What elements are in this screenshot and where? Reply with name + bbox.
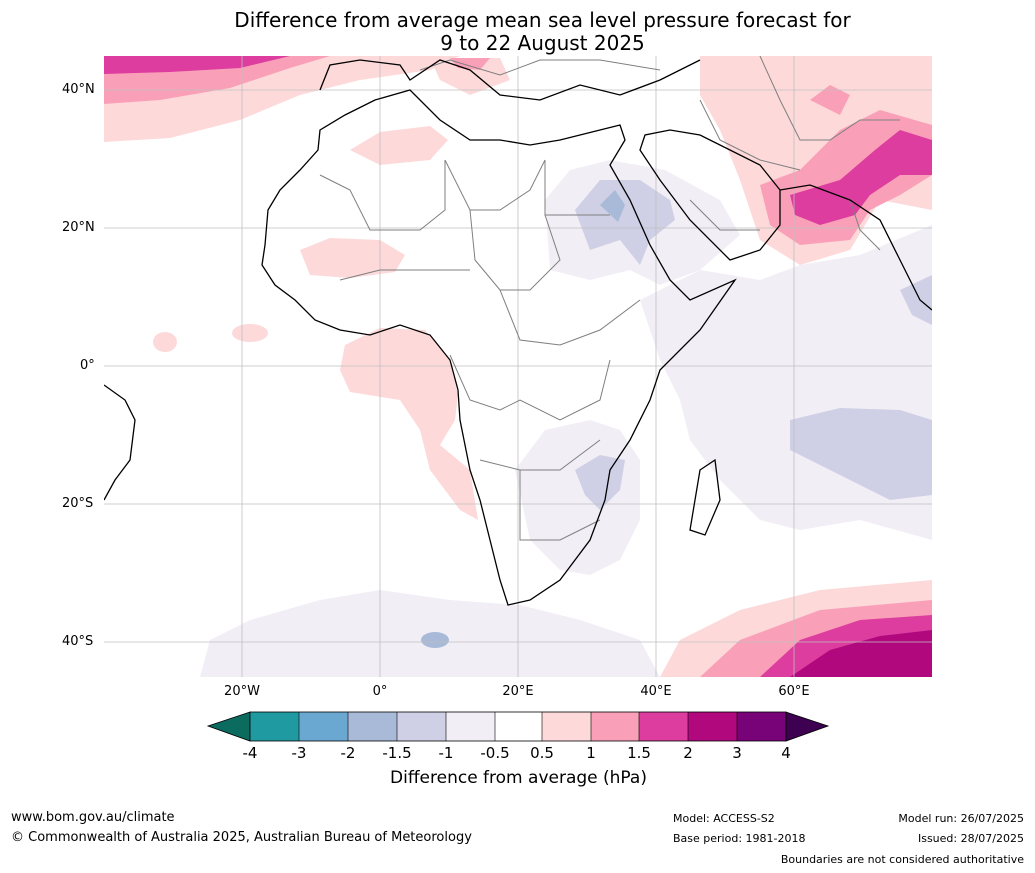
colorbar-high-extension (785, 711, 830, 742)
colorbar-separators (298, 712, 738, 741)
anomaly-atlantic-blob-2 (153, 332, 177, 352)
colorbar-bin-7 (542, 712, 591, 741)
lon-label-60e: 60°E (778, 684, 810, 699)
graticule (104, 56, 932, 677)
map-title: Difference from average mean sea level p… (0, 9, 1035, 55)
anomaly-mozambique (575, 455, 625, 510)
footer-copyright: © Commonwealth of Australia 2025, Austra… (11, 830, 472, 845)
colorbar-outline (249, 711, 787, 742)
colorbar-bin-4 (397, 712, 446, 741)
coastlines (104, 59, 932, 606)
colorbar-bin-6 (495, 712, 542, 741)
country-borders (319, 56, 900, 541)
colorbar-tick-label: -3 (291, 744, 307, 762)
title-line-2: 9 to 22 August 2025 (440, 31, 645, 55)
anomaly-caspian-patch (810, 85, 850, 115)
lat-label-20n: 20°N (62, 220, 95, 235)
coastline-south-asia (779, 184, 932, 311)
colorbar-bin-1 (250, 712, 299, 741)
anomaly-india-west-coast (900, 275, 932, 325)
lon-label-0: 0° (372, 684, 388, 699)
anomaly-indian-ocean-core (790, 408, 932, 500)
anomaly-red-sea-core (575, 180, 675, 265)
colorbar-bin-3 (348, 712, 397, 741)
lon-label-20e: 20°E (502, 684, 534, 699)
colorbar-tick-label: -4 (242, 744, 258, 762)
footer-website: www.bom.gov.au/climate (11, 810, 175, 825)
lon-label-40e: 40°E (640, 684, 672, 699)
anomaly-atlantic-blob-1 (232, 324, 268, 342)
colorbar-bin-2 (299, 712, 348, 741)
border-iraq (699, 99, 801, 171)
border-chad-sudan (469, 209, 561, 291)
border-sahara-west (319, 160, 446, 231)
border-congo (449, 354, 611, 421)
colorbar-bin-11 (737, 712, 786, 741)
colorbar-tick-label: 2 (683, 744, 693, 762)
lat-label-20s: 20°S (62, 496, 94, 511)
colorbar-bin-9 (639, 712, 688, 741)
colorbar-bin-8 (591, 712, 639, 741)
colorbar-tick-label: -0.5 (480, 744, 510, 762)
colorbar-tick-label: 1.5 (627, 744, 651, 762)
border-iran (759, 56, 900, 141)
border-angola-zambia (479, 439, 601, 471)
title-line-1: Difference from average mean sea level p… (234, 8, 851, 32)
coastline-south-america (104, 384, 136, 501)
colorbar-tick-label: 4 (781, 744, 791, 762)
colorbar-title: Difference from average (hPa) (390, 768, 647, 788)
coastline-madagascar (689, 458, 721, 536)
colorbar-low-extension (206, 711, 251, 742)
lat-label-40s: 40°S (62, 634, 94, 649)
footer-issued: Issued: 28/07/2025 (917, 832, 1024, 845)
coastline-africa (261, 89, 737, 606)
colorbar-tick-label: -1 (438, 744, 454, 762)
lat-label-40n: 40°N (62, 82, 95, 97)
anomaly-pakistan-high (790, 130, 932, 225)
border-central-africa (499, 289, 641, 346)
anomaly-sahel (300, 238, 405, 278)
anomaly-gulf-of-guinea (340, 328, 478, 520)
anomaly-red-sea-deep (600, 190, 625, 222)
colorbar-tick-label: -1.5 (382, 744, 412, 762)
footer-base-period: Base period: 1981-2018 (673, 832, 806, 845)
colorbar-tick-label: 0.5 (530, 744, 554, 762)
anomaly-shading (104, 56, 932, 677)
footer-model-run: Model run: 26/07/2025 (898, 812, 1024, 825)
border-sahel (339, 269, 470, 281)
anomaly-italy (430, 58, 510, 95)
border-pakistan-india (849, 199, 881, 251)
map-area (104, 56, 932, 677)
footer-model: Model: ACCESS-S2 (673, 812, 775, 825)
footer-disclaimer: Boundaries are not considered authoritat… (780, 853, 1024, 866)
lon-label-20w: 20°W (224, 684, 260, 699)
colorbar-tick-label: 3 (732, 744, 742, 762)
border-southern-africa (519, 470, 601, 541)
colorbar (206, 711, 830, 742)
border-arabia (689, 199, 760, 231)
colorbar-tick-label: -2 (340, 744, 356, 762)
lat-label-equator: 0° (80, 358, 95, 373)
anomaly-libya-patch (350, 126, 448, 165)
anomaly-southern-ocean-core (421, 632, 449, 648)
colorbar-bin-10 (688, 712, 737, 741)
coastline-europe (319, 59, 701, 101)
colorbar-bin-5 (446, 712, 495, 741)
colorbar-tick-label: 1 (586, 744, 596, 762)
anomaly-north-atlantic-high (104, 56, 290, 74)
border-libya-chad (444, 159, 546, 211)
